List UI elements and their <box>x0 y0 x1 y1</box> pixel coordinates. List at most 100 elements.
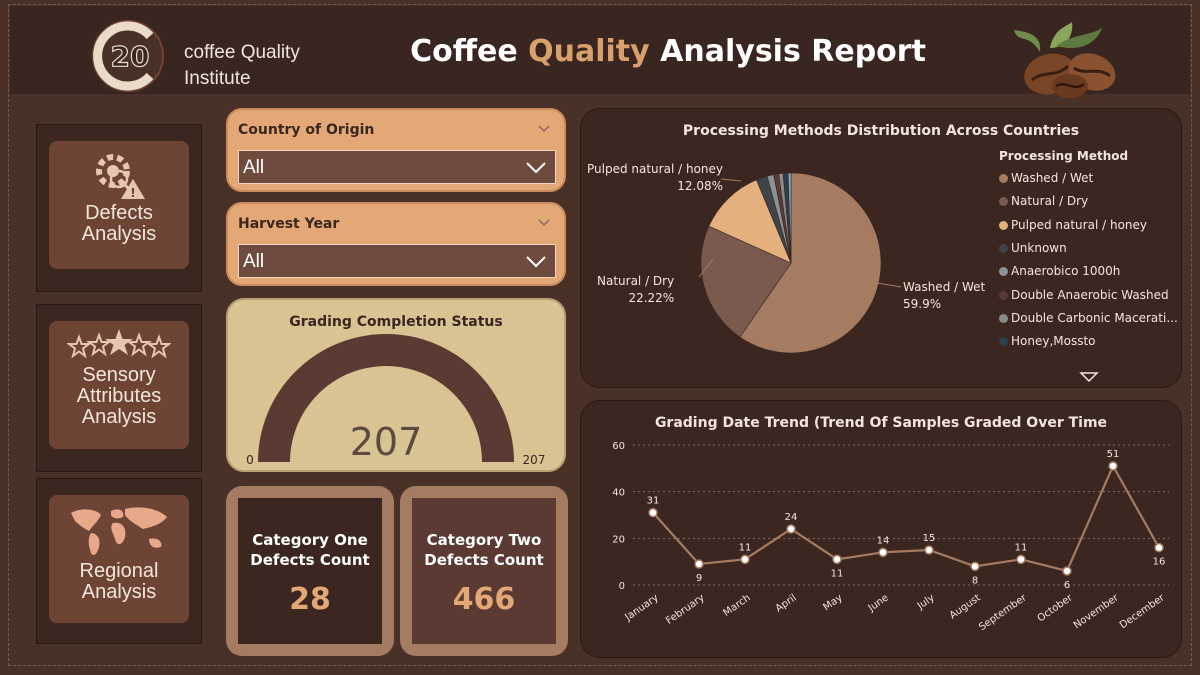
x-tick-label: August <box>948 592 983 621</box>
gauge-fill <box>258 333 514 462</box>
data-point[interactable] <box>1016 554 1026 565</box>
data-label: 24 <box>785 512 798 523</box>
pie-legend-item[interactable]: Double Anaerobic Washed <box>999 288 1169 302</box>
legend-label: Double Carbonic Macerati... <box>1011 310 1178 325</box>
data-point[interactable] <box>740 554 750 565</box>
pie-legend-item[interactable]: Pulped natural / honey <box>999 218 1147 232</box>
data-point[interactable] <box>832 554 842 565</box>
data-label: 11 <box>739 542 752 553</box>
data-label: 8 <box>972 575 978 586</box>
legend-scroll-down-icon[interactable] <box>1079 371 1099 383</box>
x-tick-label: March <box>721 592 752 618</box>
dropdown-arrow-icon <box>526 256 546 268</box>
defects-label-line1: Defects <box>85 202 153 224</box>
regional-label-line2: Analysis <box>81 581 157 603</box>
legend-label: Natural / Dry <box>1011 194 1089 209</box>
kpi-category-one-inner: Category One Defects Count 28 <box>238 498 382 644</box>
org-name: coffee Quality Institute <box>184 40 300 92</box>
data-label: 11 <box>831 568 844 579</box>
grading-gauge-card: Grading Completion Status 207 0 207 <box>226 298 566 472</box>
pie-legend-item[interactable]: Unknown <box>999 241 1067 255</box>
cqi-logo: 20 <box>92 20 164 92</box>
pie-legend-item[interactable]: Honey,Mossto <box>999 334 1096 348</box>
legend-label: Unknown <box>1011 240 1067 255</box>
pie-slice[interactable] <box>708 179 792 264</box>
pie-slice[interactable] <box>787 172 792 264</box>
gauge-chart: 207 0 207 <box>246 333 546 467</box>
country-slicer-label: Country of Origin <box>238 122 375 138</box>
pie-slice[interactable] <box>739 172 882 354</box>
pie-legend-item[interactable]: Washed / Wet <box>999 171 1093 185</box>
gauge-max: 207 <box>523 453 546 467</box>
sensory-label-line1: Sensory <box>82 364 156 386</box>
pie-label-natural-name: Natural / Dry <box>597 274 675 288</box>
regional-analysis-button[interactable]: Regional Analysis <box>49 495 189 623</box>
line-chart: 0 20 40 60 31 January 9 February 11 March 24 April 1… <box>612 441 1169 633</box>
defects-label-line2: Analysis <box>81 223 157 245</box>
kpi-category-one: Category One Defects Count 28 <box>226 486 394 656</box>
gauge-min: 0 <box>246 453 254 467</box>
harvest-select-value: All <box>243 251 265 272</box>
x-tick-label: July <box>915 592 937 612</box>
data-point[interactable] <box>648 507 658 518</box>
x-tick-label: January <box>623 592 661 623</box>
kpi-cat-one-line2: Defects Count <box>250 551 370 569</box>
kpi-cat-two-line1: Category Two <box>426 531 542 549</box>
data-label: 14 <box>877 535 890 546</box>
sensory-analysis-button[interactable]: Sensory Attributes Analysis <box>49 321 189 449</box>
pie-label-pulped-value: 12.08% <box>677 179 723 193</box>
chevron-down-icon[interactable] <box>536 120 552 136</box>
pie-slice[interactable] <box>700 225 792 338</box>
trend-line <box>652 463 1160 573</box>
legend-swatch <box>999 290 1008 300</box>
defects-analysis-button[interactable]: ! Defects Analysis <box>49 141 189 269</box>
pie-label-natural-value: 22.22% <box>628 291 675 305</box>
gauge-value: 207 <box>350 420 423 464</box>
x-tick-label: April <box>774 592 799 614</box>
data-point[interactable] <box>1154 542 1164 553</box>
coffee-beans-icon <box>1014 22 1116 98</box>
kpi-category-two: Category Two Defects Count 466 <box>400 486 568 656</box>
data-point[interactable] <box>970 561 980 572</box>
x-tick-label: June <box>866 592 891 614</box>
kpi-category-two-value: 466 <box>452 582 516 617</box>
regional-label-line1: Regional <box>79 560 159 582</box>
pie-legend-item[interactable]: Anaerobico 1000h <box>999 264 1120 278</box>
data-point[interactable] <box>1108 461 1118 471</box>
x-tick-label: February <box>664 592 707 626</box>
data-point[interactable] <box>878 547 888 558</box>
title-part2: Analysis Report <box>649 34 926 69</box>
pie-legend-item[interactable]: Natural / Dry <box>999 194 1088 208</box>
page-frame <box>8 4 1192 666</box>
legend-swatch <box>999 197 1008 207</box>
header-bar: 20 coffee Quality Institute Coffee Quali… <box>10 6 1190 98</box>
country-select[interactable]: All <box>238 150 556 184</box>
y-tick-label: 40 <box>612 488 625 499</box>
world-map-icon <box>71 507 167 555</box>
svg-text:!: ! <box>130 186 135 200</box>
x-tick-label: December <box>1118 592 1168 631</box>
chevron-down-icon[interactable] <box>536 214 552 230</box>
data-label: 15 <box>923 533 936 544</box>
y-tick-label: 60 <box>612 441 625 452</box>
data-point[interactable] <box>694 559 704 569</box>
harvest-select[interactable]: All <box>238 244 556 278</box>
nav-panel-regional: Regional Analysis <box>36 478 202 644</box>
y-tick-label: 20 <box>612 534 625 545</box>
pie-label-pulped-name: Pulped natural / honey <box>587 162 723 176</box>
data-point[interactable] <box>1062 566 1072 576</box>
pie-legend-title: Processing Method <box>999 149 1129 163</box>
pie-legend-item[interactable]: Double Carbonic Macerati... <box>999 311 1178 325</box>
data-point[interactable] <box>924 545 934 555</box>
kpi-cat-one-line1: Category One <box>252 531 368 549</box>
data-label: 6 <box>1064 580 1070 591</box>
nav-panel-sensory: Sensory Attributes Analysis <box>36 304 202 472</box>
grading-trend-panel: Grading Date Trend (Trend Of Samples Gra… <box>580 400 1182 658</box>
country-slicer: Country of Origin All <box>226 108 566 192</box>
pie-label-washed-value: 59.9% <box>903 297 942 311</box>
data-point[interactable] <box>786 524 796 534</box>
legend-swatch <box>999 337 1008 347</box>
gauge-title: Grading Completion Status <box>289 314 503 330</box>
legend-swatch <box>999 313 1008 323</box>
sensory-label-line3: Analysis <box>81 406 157 428</box>
